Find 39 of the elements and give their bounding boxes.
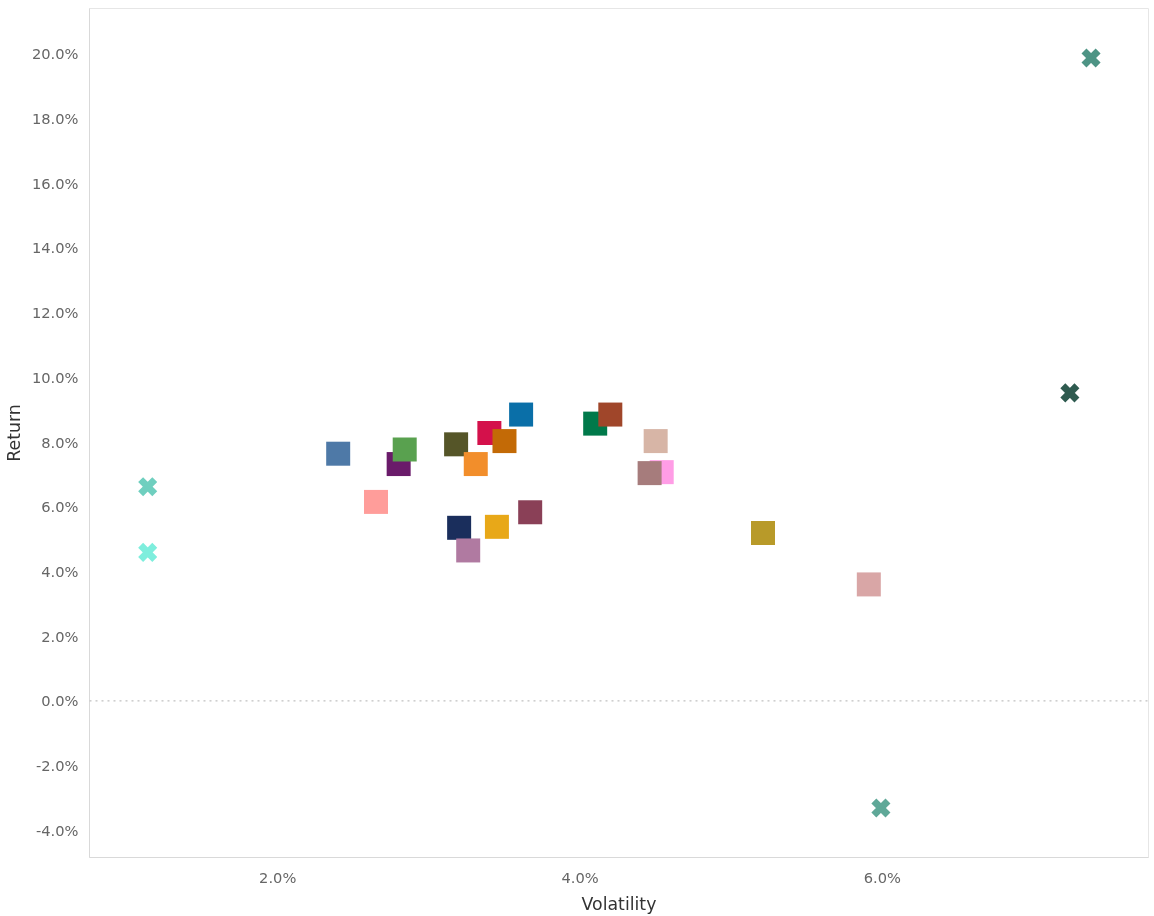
point xyxy=(137,476,159,498)
point xyxy=(1080,47,1102,69)
point xyxy=(643,429,668,454)
point xyxy=(518,500,543,525)
x-axis-title: Volatility xyxy=(581,893,657,914)
y-tick-label: -4.0% xyxy=(35,821,79,839)
point xyxy=(392,437,417,462)
point xyxy=(456,538,481,563)
y-tick-label: 18.0% xyxy=(31,110,79,128)
point xyxy=(751,520,775,545)
x-tick-label: 6.0% xyxy=(863,868,902,886)
point xyxy=(363,489,388,514)
y-tick-label: -2.0% xyxy=(35,757,79,775)
y-tick-label: 0.0% xyxy=(41,692,79,710)
y-tick-label: 12.0% xyxy=(31,304,79,322)
point xyxy=(637,461,662,486)
x-tick-label: 2.0% xyxy=(259,868,297,886)
y-axis-title: Return xyxy=(3,404,24,462)
point xyxy=(1059,382,1081,404)
point xyxy=(444,432,469,457)
point xyxy=(509,402,534,427)
y-tick-label: 4.0% xyxy=(41,562,79,580)
point xyxy=(484,514,509,539)
point xyxy=(326,441,351,466)
y-tick-label: 10.0% xyxy=(31,368,79,386)
point xyxy=(447,515,472,540)
point xyxy=(856,572,881,597)
y-tick-label: 16.0% xyxy=(31,174,79,192)
point xyxy=(870,797,892,819)
y-tick-label: 14.0% xyxy=(31,239,79,257)
point xyxy=(137,541,159,563)
x-tick-label: 4.0% xyxy=(561,868,599,886)
y-tick-label: 6.0% xyxy=(41,498,79,516)
point xyxy=(492,429,517,454)
y-tick-label: 20.0% xyxy=(31,45,79,63)
y-tick-label: 2.0% xyxy=(41,627,79,645)
y-tick-label: 8.0% xyxy=(41,433,79,451)
point xyxy=(463,452,488,477)
point xyxy=(598,402,623,427)
